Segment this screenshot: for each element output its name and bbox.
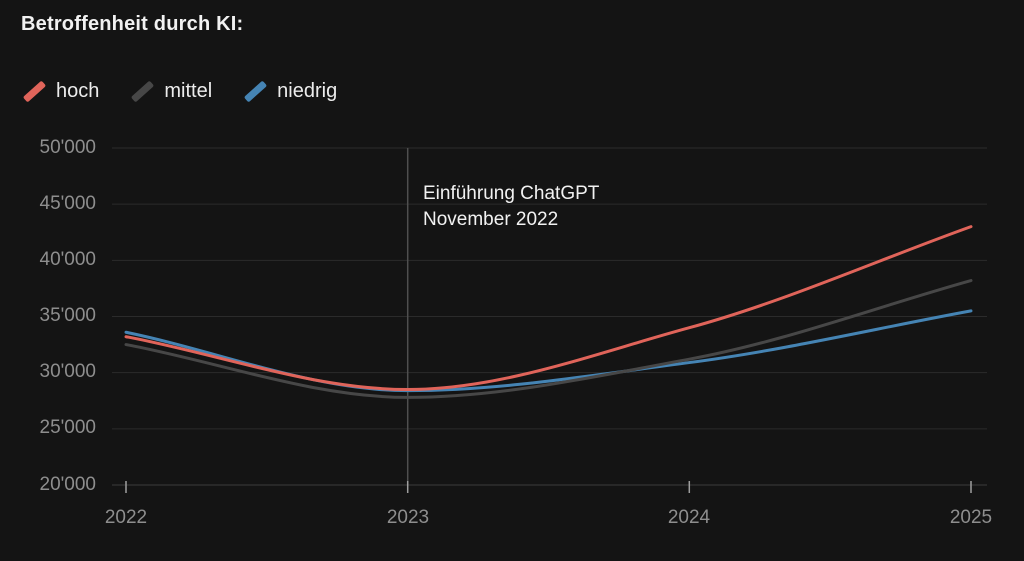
legend-label-hoch: hoch xyxy=(56,79,100,102)
y-axis-label-35000: 35'000 xyxy=(39,305,96,326)
y-axis-label-30000: 30'000 xyxy=(39,361,96,382)
y-axis-label-45000: 45'000 xyxy=(39,193,96,214)
legend-label-mittel: mittel xyxy=(164,79,213,102)
y-axis-label-20000: 20'000 xyxy=(39,474,96,495)
x-axis-label-2024: 2024 xyxy=(667,507,711,528)
legend-item-mittel: mittel xyxy=(129,78,212,104)
x-axis-label-2022: 2022 xyxy=(104,507,148,528)
x-axis-label-2023: 2023 xyxy=(386,507,430,528)
chart-title: Betroffenheit durch KI: xyxy=(21,13,244,35)
legend-item-niedrig: niedrig xyxy=(242,78,337,104)
legend-item-hoch: hoch xyxy=(21,78,99,104)
annotation-line-1: Einführung ChatGPT xyxy=(423,183,600,204)
legend: hoch mittel niedrig xyxy=(21,78,337,104)
annotation-chatgpt: Einführung ChatGPT November 2022 xyxy=(423,181,599,233)
legend-label-niedrig: niedrig xyxy=(277,79,338,102)
annotation-line-2: November 2022 xyxy=(423,209,559,230)
y-axis-label-25000: 25'000 xyxy=(39,417,96,438)
y-axis-label-40000: 40'000 xyxy=(39,249,96,270)
y-axis-label-50000: 50'000 xyxy=(39,137,96,158)
series-line-hoch xyxy=(124,225,973,392)
series-line-mittel xyxy=(124,279,973,399)
x-axis-label-2025: 2025 xyxy=(949,507,993,528)
series-line-niedrig xyxy=(124,309,973,393)
